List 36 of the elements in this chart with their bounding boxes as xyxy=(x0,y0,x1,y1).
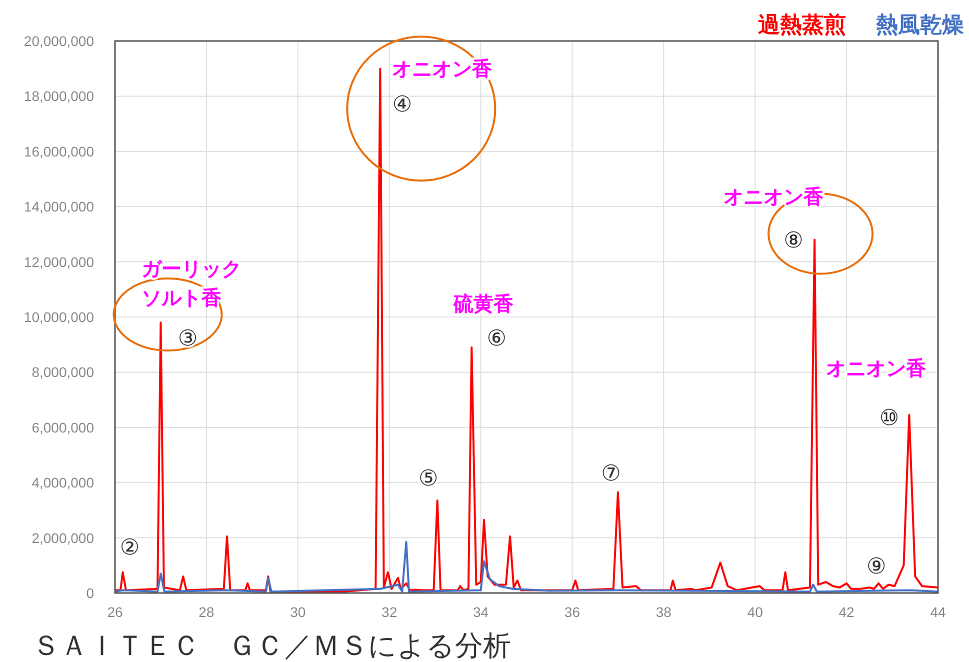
x-tick-label: 32 xyxy=(382,604,398,620)
y-tick-label: 8,000,000 xyxy=(32,364,94,380)
annotation: ④ xyxy=(392,92,412,117)
x-tick-label: 34 xyxy=(472,604,489,620)
x-tick-label: 28 xyxy=(198,604,214,620)
annotation: ⑨ xyxy=(866,553,886,578)
x-tick-label: 40 xyxy=(747,604,764,620)
y-tick-label: 14,000,000 xyxy=(24,198,94,215)
annotation: ③ xyxy=(178,326,198,351)
x-tick-label: 44 xyxy=(930,604,946,620)
x-tick-label: 36 xyxy=(564,604,580,620)
annotation: ⑥ xyxy=(486,325,506,350)
y-tick-label: 20,000,000 xyxy=(24,33,94,49)
y-tick-label: 0 xyxy=(86,585,94,601)
y-tick-label: 12,000,000 xyxy=(24,254,94,270)
annotation: ⑩ xyxy=(879,404,900,430)
x-tick-label: 30 xyxy=(290,604,306,620)
annotation: 硫黄香 xyxy=(452,292,515,316)
text: ＳＡＩＴＥＣ ＧＣ／ＭＳによる分析 xyxy=(32,630,511,661)
y-tick-label: 2,000,000 xyxy=(32,530,94,546)
annotation: ⑤ xyxy=(418,466,438,491)
text: 熱風乾燥 xyxy=(875,12,964,37)
y-tick-label: 16,000,000 xyxy=(24,143,94,160)
x-tick-label: 26 xyxy=(107,604,123,620)
annotation: オニオン香 xyxy=(826,356,928,380)
y-tick-label: 18,000,000 xyxy=(24,88,94,104)
y-tick-label: 10,000,000 xyxy=(24,309,94,325)
y-tick-label: 6,000,000 xyxy=(32,419,94,436)
annotation: ② xyxy=(120,534,140,560)
x-tick-label: 42 xyxy=(838,604,855,620)
annotation: ⑦ xyxy=(601,460,621,486)
x-tick-label: 38 xyxy=(656,604,672,620)
annotation: ⑧ xyxy=(784,228,804,253)
text: 過熱蒸煎 xyxy=(758,12,846,37)
y-tick-label: 4,000,000 xyxy=(32,474,94,491)
annotation: ガーリック xyxy=(142,258,242,281)
